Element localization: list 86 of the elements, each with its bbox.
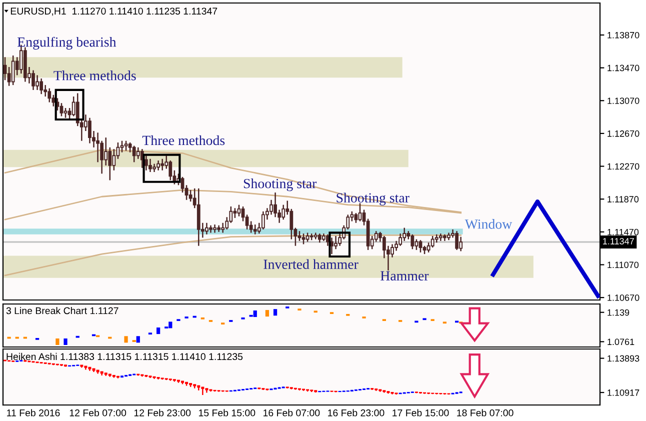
- chart-title: Heiken Ashi 1.11383 1.11315 1.11315 1.11410 1.11235: [6, 352, 243, 360]
- candlestick: [354, 212, 358, 224]
- x-tick-label: 17 Feb 15:00: [392, 409, 449, 416]
- x-tick-label: 18 Feb 07:00: [457, 409, 514, 416]
- candlestick: [374, 230, 378, 242]
- y-tick-label: 1.13470: [608, 64, 640, 72]
- candlestick: [302, 232, 306, 245]
- y-tick-label: 1.10917: [608, 389, 640, 396]
- bar: [124, 336, 128, 343]
- candlestick: [334, 235, 338, 250]
- bar: [265, 310, 270, 317]
- candlestick: [88, 117, 92, 144]
- x-tick-label: 11 Feb 2016: [7, 409, 60, 416]
- x-tick-label: 12 Feb 07:00: [70, 409, 126, 416]
- y-tick-label: 1.13870: [608, 32, 640, 38]
- candlestick: [237, 204, 241, 217]
- candlestick: [418, 239, 422, 254]
- candlestick: [148, 158, 152, 173]
- annotation: Shooting star: [244, 178, 317, 192]
- x-tick-label: 16 Feb 23:00: [328, 409, 384, 416]
- candlestick: [48, 88, 52, 103]
- candlestick: [124, 140, 128, 152]
- candlestick: [410, 234, 414, 250]
- annotation: Shooting star: [336, 192, 410, 206]
- annotation: Engulfing bearish: [18, 36, 116, 50]
- candlestick: [201, 386, 204, 396]
- candlestick: [459, 236, 463, 252]
- x-tick-label: 15 Feb 15:00: [198, 409, 256, 416]
- candlestick: [112, 148, 116, 171]
- candlestick: [11, 54, 15, 86]
- candlestick: [205, 222, 208, 235]
- x-tick-label: 12 Feb 23:00: [134, 409, 191, 416]
- y-tick-label: 1.139: [608, 309, 630, 316]
- ref-line-label: 1.11347: [603, 238, 634, 244]
- candlestick: [36, 74, 39, 91]
- y-tick-label: 1.13893: [608, 355, 640, 362]
- candlestick: [282, 204, 286, 220]
- annotation: Three methods: [142, 135, 225, 146]
- candlestick: [253, 224, 257, 235]
- candlestick: [160, 158, 164, 171]
- candlestick: [298, 230, 302, 242]
- candlestick: [132, 145, 136, 163]
- candlestick: [168, 160, 172, 181]
- y-tick-label: 1.13070: [608, 98, 640, 104]
- candlestick: [32, 70, 35, 91]
- bar: [136, 336, 140, 343]
- bar: [273, 309, 278, 316]
- candlestick: [136, 146, 140, 160]
- candlestick: [144, 154, 148, 171]
- bar: [156, 328, 160, 334]
- candlestick: [249, 220, 253, 234]
- y-tick-label: 1.11470: [608, 228, 639, 236]
- candlestick: [430, 235, 434, 248]
- candlestick: [120, 140, 124, 153]
- y-tick-label: 1.12670: [608, 130, 640, 137]
- candlestick: [64, 107, 68, 118]
- candlestick: [270, 199, 273, 216]
- annotation: Window: [464, 219, 512, 229]
- bar: [56, 338, 60, 345]
- y-tick-label: 1.11870: [608, 196, 639, 202]
- chart-title: EURUSD,H1 1.11270 1.11410 1.11235 1.11347: [10, 8, 218, 16]
- bar: [253, 310, 257, 318]
- candlestick: [60, 102, 64, 117]
- candlestick: [414, 238, 418, 251]
- annotation: Three methods: [54, 70, 136, 80]
- candlestick: [455, 230, 458, 251]
- bar: [168, 322, 172, 328]
- candlestick: [156, 160, 160, 171]
- y-tick-label: 1.0761: [608, 338, 634, 346]
- candlestick: [318, 232, 322, 244]
- y-tick-label: 1.10670: [608, 294, 640, 301]
- candlestick: [233, 207, 237, 219]
- candlestick: [104, 136, 108, 166]
- chart-title: 3 Line Break Chart 1.1127: [6, 307, 118, 314]
- candlestick: [261, 210, 265, 230]
- candlestick: [221, 222, 225, 234]
- annotation: Inverted hammer: [264, 259, 358, 270]
- y-tick-label: 1.12270: [608, 163, 640, 170]
- candlestick: [402, 227, 406, 242]
- y-tick-label: 1.11070: [608, 262, 639, 268]
- x-tick-label: 16 Feb 07:00: [264, 409, 320, 416]
- candlestick: [180, 176, 184, 194]
- annotation: Hammer: [380, 271, 429, 281]
- bar: [64, 338, 68, 345]
- candlestick: [40, 78, 44, 95]
- candlestick: [306, 232, 310, 242]
